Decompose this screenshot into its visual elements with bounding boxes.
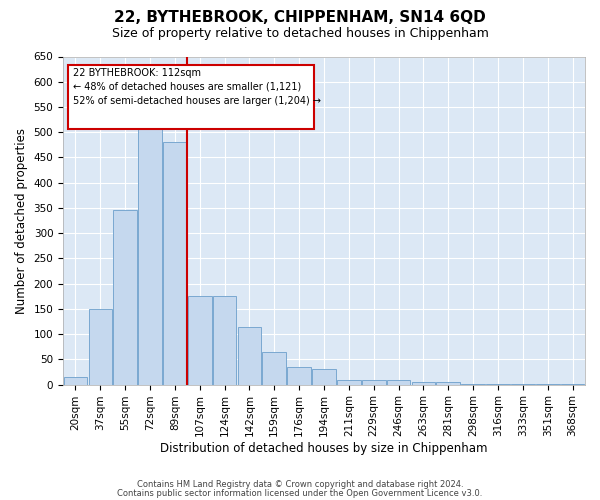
Text: 22 BYTHEBROOK: 112sqm
← 48% of detached houses are smaller (1,121)
52% of semi-d: 22 BYTHEBROOK: 112sqm ← 48% of detached …	[73, 68, 322, 106]
Bar	[163, 142, 187, 384]
Bar	[262, 352, 286, 384]
Text: Contains public sector information licensed under the Open Government Licence v3: Contains public sector information licen…	[118, 488, 482, 498]
Bar	[64, 377, 87, 384]
Bar	[337, 380, 361, 384]
Bar	[113, 210, 137, 384]
Y-axis label: Number of detached properties: Number of detached properties	[15, 128, 28, 314]
Bar	[238, 326, 261, 384]
FancyBboxPatch shape	[68, 64, 314, 128]
Bar	[287, 367, 311, 384]
Text: Contains HM Land Registry data © Crown copyright and database right 2024.: Contains HM Land Registry data © Crown c…	[137, 480, 463, 489]
Bar	[138, 124, 162, 384]
Text: Size of property relative to detached houses in Chippenham: Size of property relative to detached ho…	[112, 28, 488, 40]
Bar	[436, 382, 460, 384]
Bar	[412, 382, 435, 384]
Bar	[89, 309, 112, 384]
Bar	[362, 380, 386, 384]
X-axis label: Distribution of detached houses by size in Chippenham: Distribution of detached houses by size …	[160, 442, 488, 455]
Bar	[213, 296, 236, 384]
Bar	[312, 370, 336, 384]
Bar	[188, 296, 212, 384]
Bar	[387, 380, 410, 384]
Text: 22, BYTHEBROOK, CHIPPENHAM, SN14 6QD: 22, BYTHEBROOK, CHIPPENHAM, SN14 6QD	[114, 10, 486, 25]
